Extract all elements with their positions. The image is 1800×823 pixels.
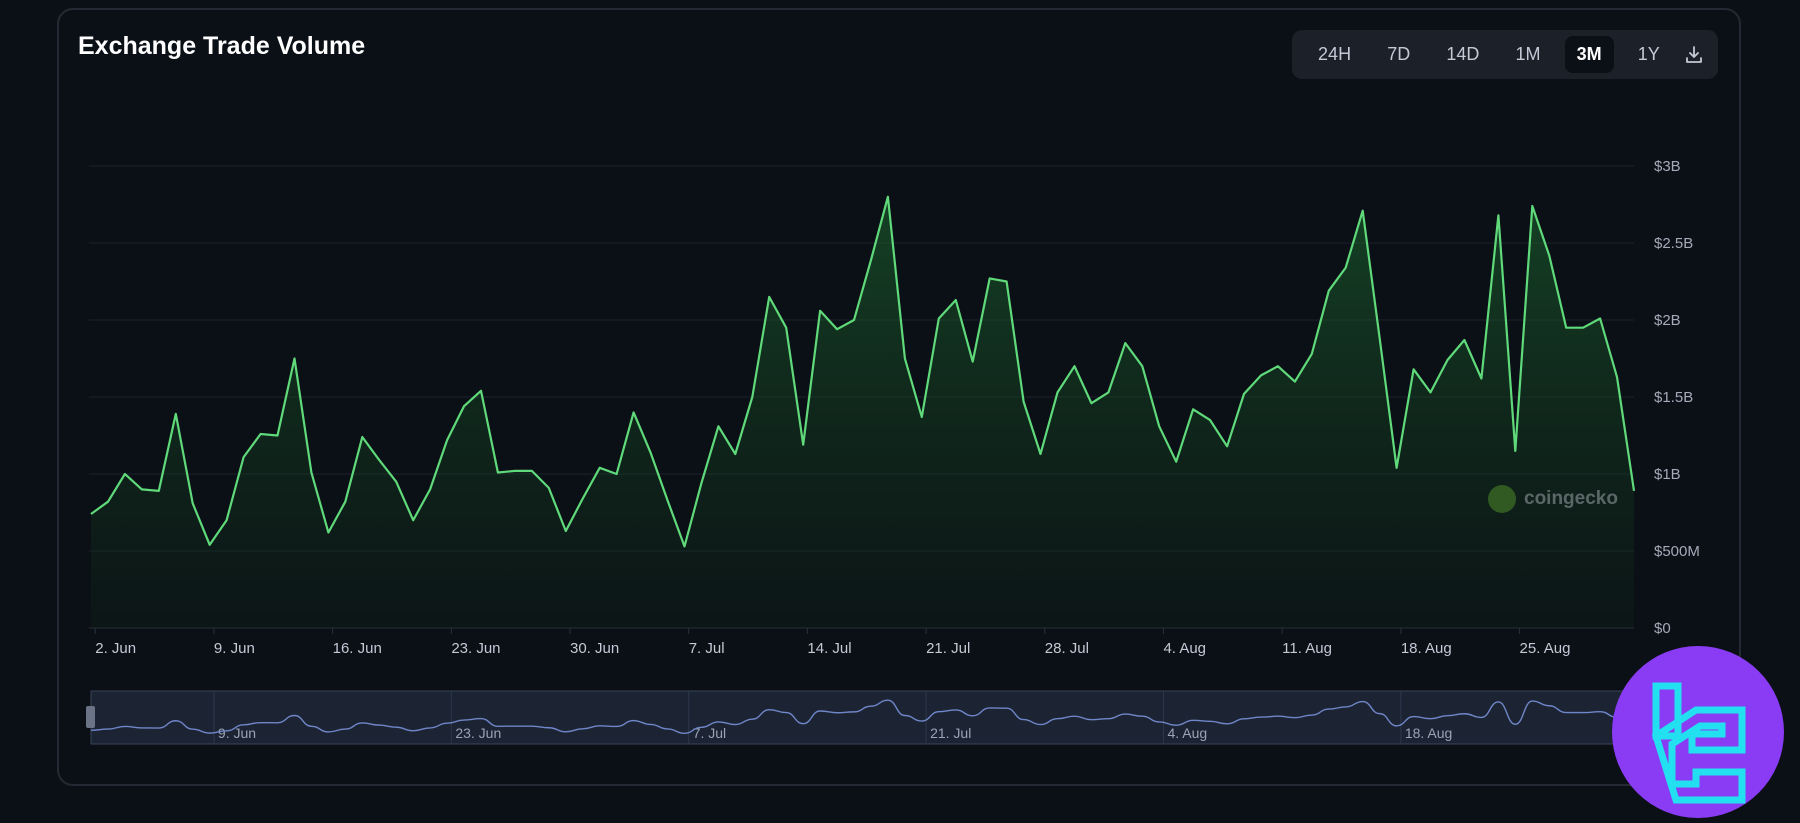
navigator-tick-label: 4. Aug — [1167, 725, 1207, 741]
x-tick-label: 18. Aug — [1401, 640, 1452, 657]
navigator-tick-label: 23. Jun — [455, 725, 501, 741]
navigator-tick-label: 18. Aug — [1405, 725, 1453, 741]
x-tick-label: 25. Aug — [1520, 640, 1571, 657]
x-tick-label: 21. Jul — [926, 640, 970, 657]
tc-logo-icon — [1612, 646, 1784, 818]
x-axis: 2. Jun 9. Jun 16. Jun 23. Jun 30. Jun 7. Jul 1… — [95, 628, 1570, 657]
x-tick-label: 30. Jun — [570, 640, 619, 657]
x-tick-label: 14. Jul — [807, 640, 851, 657]
coingecko-watermark: coingecko — [1488, 485, 1618, 513]
x-tick-label: 23. Jun — [451, 640, 500, 657]
y-tick-label: $2.5B — [1654, 235, 1693, 252]
brand-logo — [1612, 646, 1784, 818]
x-tick-label: 9. Jun — [214, 640, 255, 657]
navigator-tick-label: 21. Jul — [930, 725, 971, 741]
y-axis: $0 $500M $1B $1.5B $2B $2.5B $3B — [1654, 158, 1700, 637]
coingecko-logo-icon — [1488, 485, 1516, 513]
y-tick-label: $2B — [1654, 312, 1681, 329]
y-tick-label: $1B — [1654, 466, 1681, 483]
x-tick-label: 16. Jun — [333, 640, 382, 657]
watermark-text: coingecko — [1524, 488, 1618, 510]
y-tick-label: $3B — [1654, 158, 1681, 175]
x-tick-label: 4. Aug — [1163, 640, 1206, 657]
navigator-left-handle[interactable] — [86, 706, 95, 728]
y-tick-label: $0 — [1654, 620, 1671, 637]
x-tick-label: 2. Jun — [95, 640, 136, 657]
y-tick-label: $500M — [1654, 543, 1700, 560]
navigator-window[interactable] — [91, 691, 1634, 744]
x-tick-label: 11. Aug — [1282, 640, 1332, 657]
x-tick-label: 28. Jul — [1045, 640, 1089, 657]
x-tick-label: 7. Jul — [689, 640, 725, 657]
y-tick-label: $1.5B — [1654, 389, 1693, 406]
volume-area — [91, 197, 1634, 628]
